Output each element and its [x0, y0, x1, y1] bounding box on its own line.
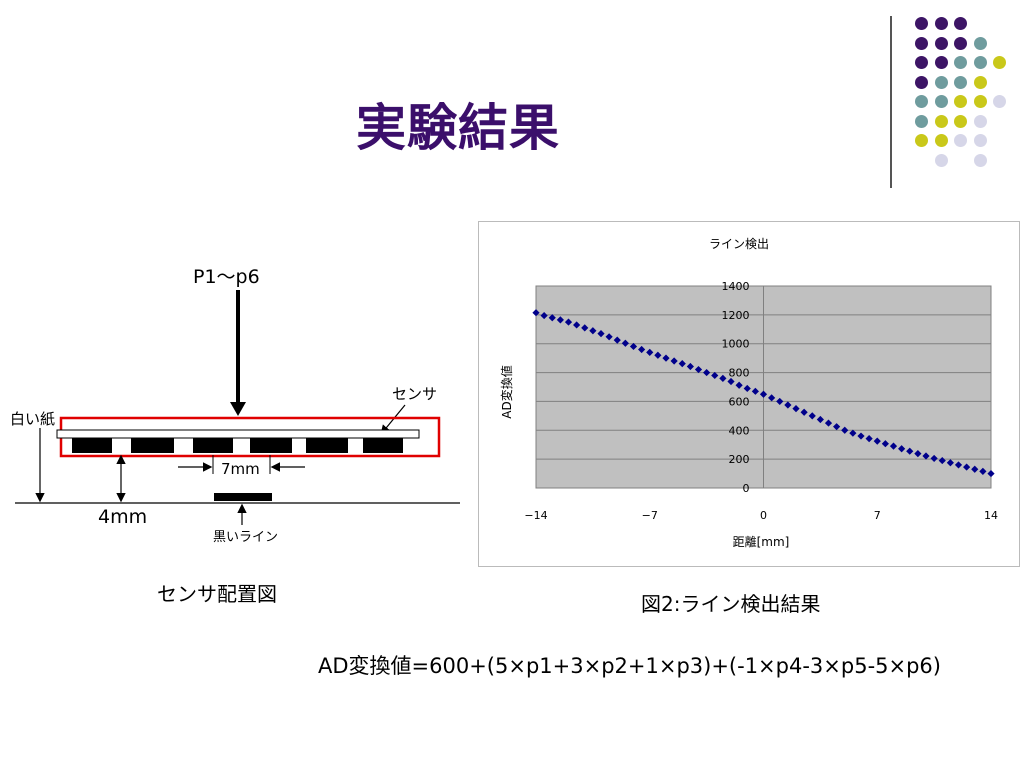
y-tick-label: 200: [729, 453, 750, 466]
decorative-dot: [915, 56, 928, 69]
data-point: [906, 447, 914, 455]
y-axis-label: AD変換値: [499, 365, 514, 418]
decorative-dot: [954, 114, 967, 128]
decorative-dot: [954, 17, 967, 30]
decorative-dot: [993, 95, 1006, 108]
decorative-dot: [973, 134, 987, 147]
data-point: [971, 465, 979, 473]
decorative-dot: [954, 95, 967, 108]
decorative-dot: [934, 56, 948, 69]
x-tick-label: −7: [642, 509, 658, 522]
decorative-dot: [954, 75, 967, 89]
chart-container: ライン検出 距離[mm] AD変換値 0 200 400 600 800 1000 1200…: [478, 221, 1020, 567]
decorative-dot: [934, 95, 948, 108]
decorative-dot: [973, 56, 987, 69]
sensor-element: [193, 438, 233, 453]
x-tick-label: 7: [874, 509, 881, 522]
decorative-dot: [915, 36, 928, 50]
black-line-label: 黒いライン: [213, 530, 278, 545]
decorative-dot: [934, 36, 948, 50]
line-detection-chart: ライン検出 距離[mm] AD変換値 0 200 400 600 800 1000 1200…: [499, 237, 998, 549]
data-point: [865, 435, 873, 443]
x-tick-label: 14: [984, 509, 998, 522]
force-arrowhead: [230, 402, 246, 416]
y-tick-label: 1400: [722, 280, 750, 293]
data-point: [816, 415, 824, 424]
data-point: [621, 339, 629, 347]
sensor-element: [72, 438, 112, 453]
decorative-dot: [934, 75, 948, 89]
decorative-dot: [915, 114, 928, 128]
data-point: [800, 408, 808, 416]
data-point: [670, 357, 678, 365]
data-point: [784, 401, 792, 409]
data-point: [898, 445, 906, 453]
decorative-dot: [915, 75, 928, 89]
decorative-dot: [973, 36, 987, 50]
sensor-element: [306, 438, 348, 453]
decorative-dot: [934, 17, 948, 30]
data-point: [532, 309, 540, 317]
decorative-dot: [934, 134, 948, 147]
decorative-dot: [954, 36, 967, 50]
decorative-dot: [973, 95, 987, 108]
decorative-dot: [993, 56, 1006, 69]
data-point: [711, 371, 719, 380]
height-label: 4mm: [98, 506, 147, 528]
decorative-dot: [915, 95, 928, 108]
page-title: 実験結果: [356, 99, 560, 157]
x-tick-label: 0: [760, 509, 767, 522]
decorative-dot: [973, 114, 987, 128]
decorative-dot: [973, 75, 987, 89]
decorative-dot: [915, 17, 928, 30]
data-point: [589, 327, 597, 335]
data-point: [548, 314, 556, 322]
decorative-dot: [973, 153, 987, 167]
data-point: [881, 440, 889, 448]
chart-caption: 図2:ライン検出結果: [641, 592, 821, 616]
y-tick-label: 400: [729, 424, 750, 437]
sensor-label: センサ: [392, 385, 437, 403]
data-point: [638, 345, 646, 354]
y-tick-label: 0: [743, 482, 750, 495]
data-point: [922, 452, 930, 460]
ad-formula: AD変換値=600+(5×p1+3×p2+1×p3)+(-1×p4-3×p5-5…: [318, 654, 941, 678]
x-tick-label: −14: [524, 509, 547, 522]
data-point: [573, 321, 581, 329]
decorative-dot: [954, 134, 967, 147]
paper-label: 白い紙: [10, 410, 55, 428]
data-point: [727, 377, 735, 386]
spacing-label: 7mm: [221, 460, 260, 478]
sensor-element: [131, 438, 174, 453]
y-tick-label: 800: [729, 367, 750, 380]
sensor-diagram: P1～p6 センサ 白い紙 7mm 4mm 黒いライン: [10, 266, 460, 545]
sensor-element: [363, 438, 403, 453]
y-tick-label: 1000: [722, 338, 750, 351]
decorative-dot: [934, 153, 948, 167]
y-tick-label: 1200: [722, 309, 750, 322]
data-point: [605, 333, 613, 341]
black-line: [214, 493, 272, 501]
y-tick-label: 600: [729, 395, 750, 408]
x-axis-label: 距離[mm]: [733, 535, 790, 549]
data-point: [946, 459, 954, 467]
sensor-element: [250, 438, 292, 453]
data-point: [654, 351, 662, 359]
decorative-dot: [934, 114, 948, 128]
decorative-dot: [915, 134, 928, 147]
divider-line: [890, 16, 892, 188]
data-point: [564, 318, 573, 326]
sensor-caption: センサ配置図: [157, 582, 277, 606]
data-point: [841, 426, 849, 434]
sensor-board: [56, 429, 420, 439]
data-point: [759, 390, 768, 398]
chart-title: ライン検出: [709, 237, 769, 251]
decorative-dot: [954, 56, 967, 69]
force-label: P1～p6: [193, 266, 260, 288]
